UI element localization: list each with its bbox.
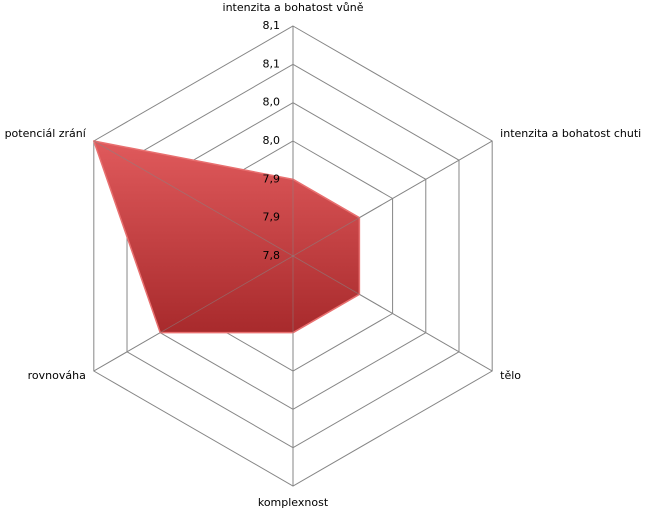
spoke-overlay [93, 255, 294, 372]
category-label: intenzita a bohatost chuti [500, 127, 641, 140]
category-label: komplexnost [258, 496, 329, 509]
radar-area [93, 140, 361, 334]
r-tick-label: 7,9 [263, 211, 281, 224]
category-label: intenzita a bohatost vůně [223, 1, 364, 14]
r-tick-label: 7,9 [263, 172, 281, 185]
r-tick-label: 7,8 [263, 249, 281, 262]
labels: 7,8 7,9 7,9 8,0 8,0 8,1 8,1 intenzita a bohatos… [5, 1, 642, 509]
spoke-overlay [292, 255, 493, 372]
category-label: rovnováha [28, 369, 86, 382]
category-label: tělo [500, 369, 521, 382]
r-tick-label: 8,0 [263, 134, 281, 147]
spoke-overlay [292, 140, 493, 257]
r-tick-label: 8,1 [263, 19, 281, 32]
category-label: potenciál zrání [5, 127, 87, 140]
spoke-overlay [93, 140, 294, 257]
r-tick-label: 8,1 [263, 57, 281, 70]
plot [93, 26, 493, 486]
r-tick-label: 8,0 [263, 96, 281, 109]
